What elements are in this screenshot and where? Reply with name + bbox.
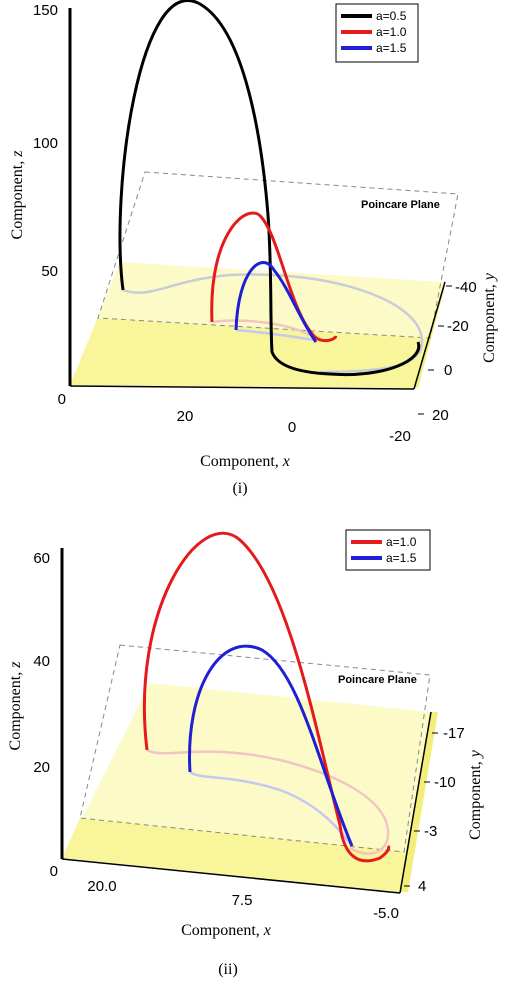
panel-ii-x-tick-20: 20.0 [87, 878, 116, 895]
panel-ii-x-tick-m5: -5.0 [373, 905, 399, 922]
panel-i-z-axis-label: Component, z [9, 150, 26, 240]
panel-i-y-axis-label: Component, y [481, 272, 498, 363]
panel-i-y-tick-m40: -40 [455, 279, 477, 296]
panel-ii-caption: (ii) [218, 961, 238, 978]
panel-ii-z-axis-label: Component, z [7, 661, 24, 751]
panel-ii-x-axis [61, 858, 401, 894]
panel-ii-legend-label-a15: a=1.5 [386, 551, 417, 565]
panel-ii-x-tick-7.5: 7.5 [232, 892, 253, 909]
panel-i-legend-label-a10: a=1.0 [376, 25, 407, 39]
panel-ii-legend-box [345, 529, 431, 571]
panel-ii-y-tick-m10: -10 [434, 774, 456, 791]
panel-ii-z-tick-60: 60 [33, 550, 50, 567]
panel-i-y-axis [413, 281, 446, 390]
panel-i-x-axis [69, 385, 415, 390]
panel-ii-legend-label-a10: a=1.0 [386, 535, 417, 549]
panel-ii-x-axis-label: Component, x [181, 922, 271, 939]
panel-ii-wall-right [400, 712, 438, 892]
panel-i-shadow-a15 [235, 328, 315, 342]
panel-ii-curve-a15 [188, 644, 354, 847]
panel-ii-y-axis-label: Component, y [467, 749, 484, 840]
panel-ii-z-tick-20: 20 [33, 759, 50, 776]
panel-i-z-tick-50: 50 [41, 263, 58, 280]
panel-i-y-tick-20: 20 [432, 407, 449, 424]
panel-i-plane-label: Poincare Plane [361, 199, 440, 211]
panel-ii-z-tick-0: 0 [50, 863, 58, 880]
panel-ii-plane-label: Poincare Plane [338, 674, 417, 686]
panel-i-legend-box [335, 3, 419, 63]
panel-ii-poincare-plane [79, 644, 431, 853]
panel-i-z-tick-150: 150 [33, 2, 58, 19]
panel-i: Poincare Plane 150 100 50 0 20 0 -20 -40… [9, 0, 498, 497]
panel-ii-y-axis [399, 711, 432, 894]
panel-i-x-axis-label: Component, x [200, 453, 290, 470]
panel-ii-y-tick-m17: -17 [443, 725, 465, 742]
panel-i-curve-a15 [234, 261, 318, 343]
panel-i-shadow-a10 [211, 319, 316, 340]
panel-ii: Poincare Plane 60 40 20 0 20.0 7.5 -5.0 … [7, 529, 484, 978]
panel-ii-floor-front [62, 818, 412, 892]
panel-i-x-tick-m20: -20 [389, 428, 411, 445]
panel-i-y-tick-0: 0 [444, 362, 452, 379]
panel-i-caption: (i) [232, 480, 247, 497]
panel-i-legend-label-a15: a=1.5 [376, 41, 407, 55]
panel-ii-y-tick-m3: -3 [424, 823, 437, 840]
panel-i-floor-front [70, 318, 430, 388]
panel-i-z-tick-100: 100 [33, 135, 58, 152]
panel-i-x-tick-20: 20 [177, 408, 194, 425]
panel-i-legend-label-a05: a=0.5 [376, 9, 407, 23]
panel-ii-shadow-a15 [189, 770, 353, 847]
panel-i-y-tick-m20: -20 [447, 318, 469, 335]
panel-ii-y-tick-4: 4 [418, 878, 426, 895]
panel-ii-shadow-a10 [146, 748, 390, 855]
panel-i-poincare-plane [97, 171, 459, 339]
panel-ii-z-tick-40: 40 [33, 653, 50, 670]
panel-ii-curve-a10 [142, 531, 391, 863]
panel-i-curve-a05 [118, 0, 421, 377]
panel-i-curve-a10 [210, 211, 338, 343]
panel-i-x-tick-0: 0 [288, 419, 296, 436]
panel-i-z-tick-0: 0 [58, 391, 66, 408]
